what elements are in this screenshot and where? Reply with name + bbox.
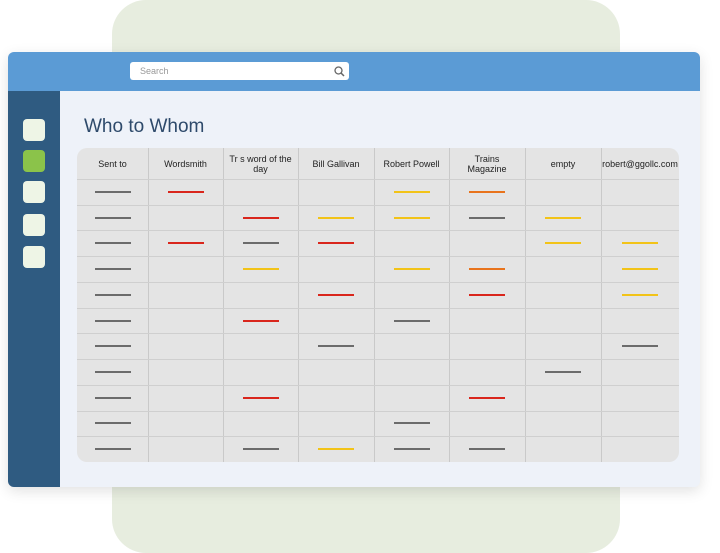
cell-dash — [94, 422, 131, 425]
row-divider — [77, 179, 679, 180]
cell-dash — [545, 216, 581, 219]
cell-dash — [393, 190, 430, 193]
cell-dash — [242, 448, 279, 451]
column-header: empty — [550, 158, 576, 169]
cell-dash — [94, 370, 131, 373]
cell-dash — [622, 293, 658, 296]
column-divider — [525, 148, 526, 462]
row-divider — [77, 384, 679, 386]
cell-dash — [242, 396, 279, 399]
row-divider — [77, 359, 679, 361]
nav-icon[interactable] — [23, 119, 45, 141]
cell-dash — [469, 396, 505, 399]
cell-dash — [318, 293, 354, 296]
app-window: Search Who to Whom Sent to Wordsmith Tr s … — [8, 52, 700, 487]
column-header: Wordsmith — [164, 158, 207, 169]
cell-dash — [242, 216, 279, 219]
row-divider — [77, 256, 679, 258]
column-divider — [449, 148, 450, 462]
cell-dash — [318, 242, 354, 245]
cell-dash — [318, 216, 354, 219]
cell-dash — [545, 242, 581, 245]
cell-dash — [94, 448, 131, 451]
column-header: Trains Magazine — [467, 153, 507, 174]
cell-dash — [393, 216, 430, 219]
search-icon[interactable] — [334, 66, 345, 77]
cell-dash — [393, 268, 430, 271]
cell-dash — [94, 242, 131, 245]
column-header: Tr s word of the day — [229, 153, 292, 174]
search-box[interactable]: Search — [130, 62, 349, 80]
column-divider — [298, 148, 299, 462]
row-divider — [77, 281, 679, 283]
page-title: Who to Whom — [84, 116, 205, 137]
nav-icon[interactable] — [23, 214, 45, 236]
row-divider — [77, 436, 679, 438]
column-header: robert@ggollc.com — [602, 158, 678, 169]
cell-dash — [94, 190, 131, 193]
row-divider — [77, 333, 679, 335]
cell-dash — [94, 345, 131, 348]
cell-dash — [393, 448, 430, 451]
column-divider — [223, 148, 224, 462]
cell-dash — [167, 242, 204, 245]
cell-dash — [469, 268, 505, 271]
cell-dash — [622, 268, 658, 271]
cell-dash — [242, 319, 279, 322]
top-bar: Search — [8, 52, 700, 91]
column-header: Bill Gallivan — [312, 158, 360, 169]
cell-dash — [242, 268, 279, 271]
cell-dash — [94, 319, 131, 322]
cell-dash — [393, 422, 430, 425]
cell-dash — [393, 319, 430, 322]
cell-dash — [318, 448, 354, 451]
cell-dash — [94, 216, 131, 219]
column-header: Sent to — [98, 158, 127, 169]
column-header: Robert Powell — [383, 158, 440, 169]
nav-icon-active[interactable] — [23, 150, 45, 172]
column-divider — [374, 148, 375, 462]
cell-dash — [94, 293, 131, 296]
cell-dash — [545, 370, 581, 373]
cell-dash — [242, 242, 279, 245]
cell-dash — [622, 242, 658, 245]
cell-dash — [469, 448, 505, 451]
column-divider — [148, 148, 149, 462]
row-divider — [77, 230, 679, 232]
cell-dash — [469, 293, 505, 296]
cell-dash — [94, 396, 131, 399]
nav-icon[interactable] — [23, 246, 45, 268]
row-divider — [77, 307, 679, 309]
sidebar — [8, 91, 60, 487]
column-divider — [601, 148, 602, 462]
cell-dash — [469, 190, 505, 193]
row-divider — [77, 410, 679, 412]
cell-dash — [622, 345, 658, 348]
table: Sent to Wordsmith Tr s word of the day Bill… — [77, 148, 679, 462]
nav-icon[interactable] — [23, 181, 45, 203]
cell-dash — [94, 268, 131, 271]
row-divider — [77, 204, 679, 206]
cell-dash — [318, 345, 354, 348]
cell-dash — [167, 190, 204, 193]
cell-dash — [469, 216, 505, 219]
